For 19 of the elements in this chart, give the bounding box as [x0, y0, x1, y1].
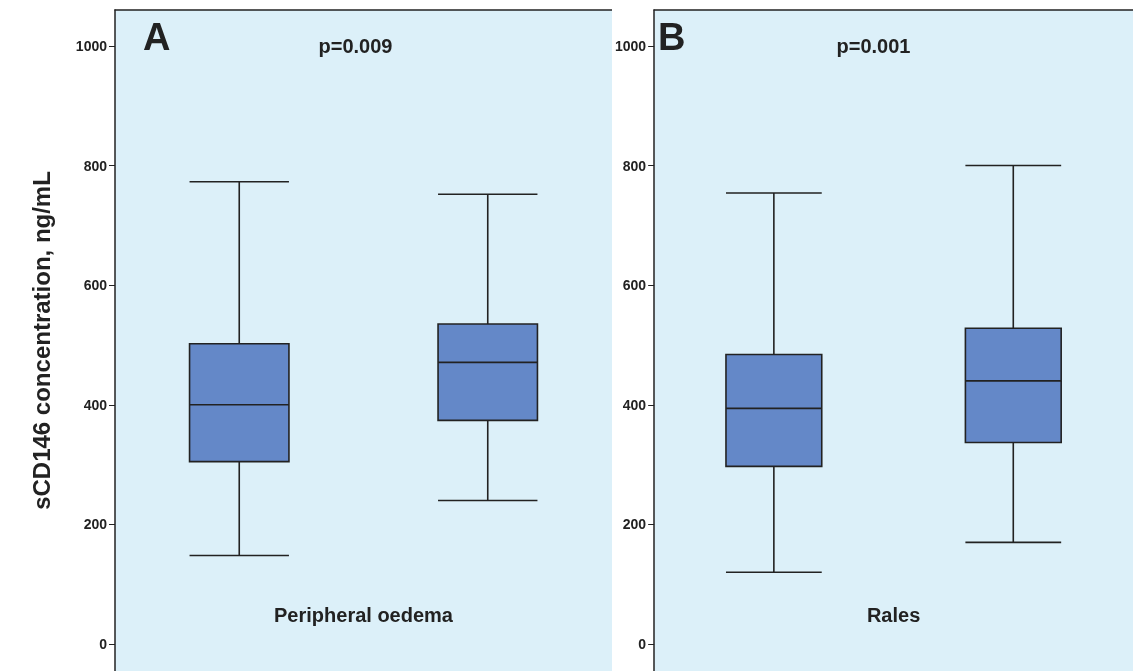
y-tick-label: 1000 — [75, 37, 108, 54]
y-tick-label: 800 — [622, 157, 647, 174]
y-axis-title: sCD146 concentration, ng/mL — [27, 171, 55, 510]
y-tick-label: 400 — [622, 396, 647, 413]
annotation: B — [658, 16, 686, 58]
x-axis-title: Rales — [866, 604, 921, 626]
y-tick-label: 0 — [638, 636, 647, 653]
y-tick-label: 600 — [622, 277, 647, 294]
annotation: p=0.001 — [836, 35, 911, 57]
annotation: A — [143, 16, 171, 58]
y-tick-label: 1000 — [614, 37, 647, 54]
y-tick-label: 0 — [99, 636, 108, 653]
x-axis-title: Peripheral oedema — [274, 604, 454, 626]
y-tick-label: 600 — [83, 277, 108, 294]
y-tick-label: 800 — [83, 157, 108, 174]
y-tick-label: 200 — [622, 516, 647, 533]
y-tick-label: 200 — [83, 516, 108, 533]
annotation: p=0.009 — [318, 35, 393, 57]
y-tick-label: 400 — [83, 396, 108, 413]
